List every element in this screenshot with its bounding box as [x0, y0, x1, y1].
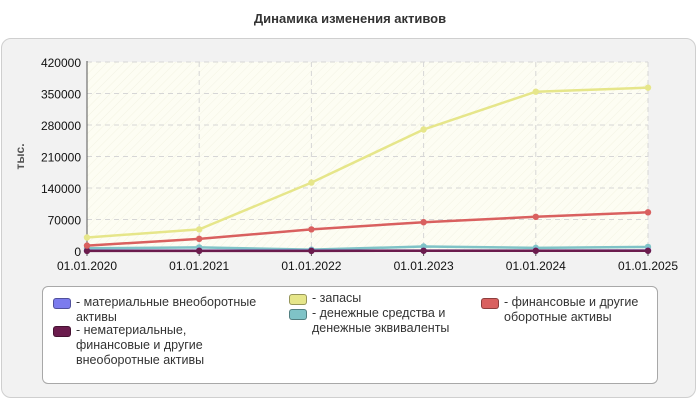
data-point: [532, 88, 539, 95]
legend-swatch-inventory: [289, 294, 307, 305]
x-tick-label: 01.01.2023: [394, 259, 454, 273]
series-line: [86, 245, 649, 251]
legend-swatch-financial-current-assets: [481, 298, 499, 309]
x-tick-label: 01.01.2020: [57, 259, 117, 273]
series-line: [86, 86, 649, 239]
x-tick-label: 01.01.2025: [618, 259, 678, 273]
data-point: [644, 247, 652, 254]
y-tick-label: 140000: [41, 182, 81, 196]
x-tick-label: 01.01.2024: [506, 259, 566, 273]
chart-title: Динамика изменения активов: [253, 11, 447, 26]
y-tick-label: 210000: [41, 151, 81, 165]
y-tick-label: 70000: [48, 214, 82, 228]
data-point: [420, 219, 427, 226]
legend-swatch-cash: [289, 309, 307, 320]
legend-item-inventory[interactable]: - запасы: [289, 291, 469, 306]
legend: - материальные внеоборотные активы - нем…: [42, 286, 658, 384]
legend-label-intangible-assets: - нематериальные, финансовые и другие вн…: [76, 323, 205, 367]
y-tick-label: 420000: [41, 56, 81, 70]
legend-item-intangible-assets[interactable]: - нематериальные, финансовые и другие вн…: [53, 323, 253, 368]
legend-item-material-assets[interactable]: - материальные внеоборотные активы: [53, 295, 281, 325]
data-point: [420, 247, 427, 254]
y-tick-label: 0: [74, 245, 81, 259]
legend-swatch-material-assets: [53, 298, 71, 309]
legend-item-cash[interactable]: - денежные средства и денежные эквивален…: [289, 306, 479, 336]
legend-label-cash: - денежные средства и денежные эквивален…: [312, 306, 450, 335]
y-tick-label: 350000: [41, 88, 81, 102]
series-line: [86, 211, 649, 247]
data-point: [196, 226, 203, 233]
data-point: [644, 209, 652, 216]
x-tick-label: 01.01.2021: [169, 259, 229, 273]
legend-label-financial-current-assets: - финансовые и другие оборотные активы: [504, 295, 639, 324]
data-point: [196, 247, 203, 255]
legend-item-financial-current-assets[interactable]: - финансовые и другие оборотные активы: [481, 295, 651, 325]
x-tick-label: 01.01.2022: [281, 259, 341, 273]
y-axis-label: тыс.: [13, 143, 27, 169]
legend-swatch-intangible-assets: [53, 326, 71, 337]
data-point: [420, 126, 427, 133]
data-point: [83, 234, 91, 241]
data-point: [196, 235, 203, 243]
legend-label-inventory: - запасы: [312, 291, 362, 305]
data-point: [83, 242, 91, 249]
data-point: [532, 213, 539, 220]
data-point: [644, 84, 652, 91]
y-tick-label: 280000: [41, 119, 81, 133]
data-point: [308, 247, 315, 255]
legend-label-material-assets: - материальные внеоборотные активы: [76, 295, 257, 324]
data-point: [308, 179, 315, 186]
data-point: [83, 247, 91, 255]
data-point: [532, 247, 539, 254]
data-point: [308, 226, 315, 233]
